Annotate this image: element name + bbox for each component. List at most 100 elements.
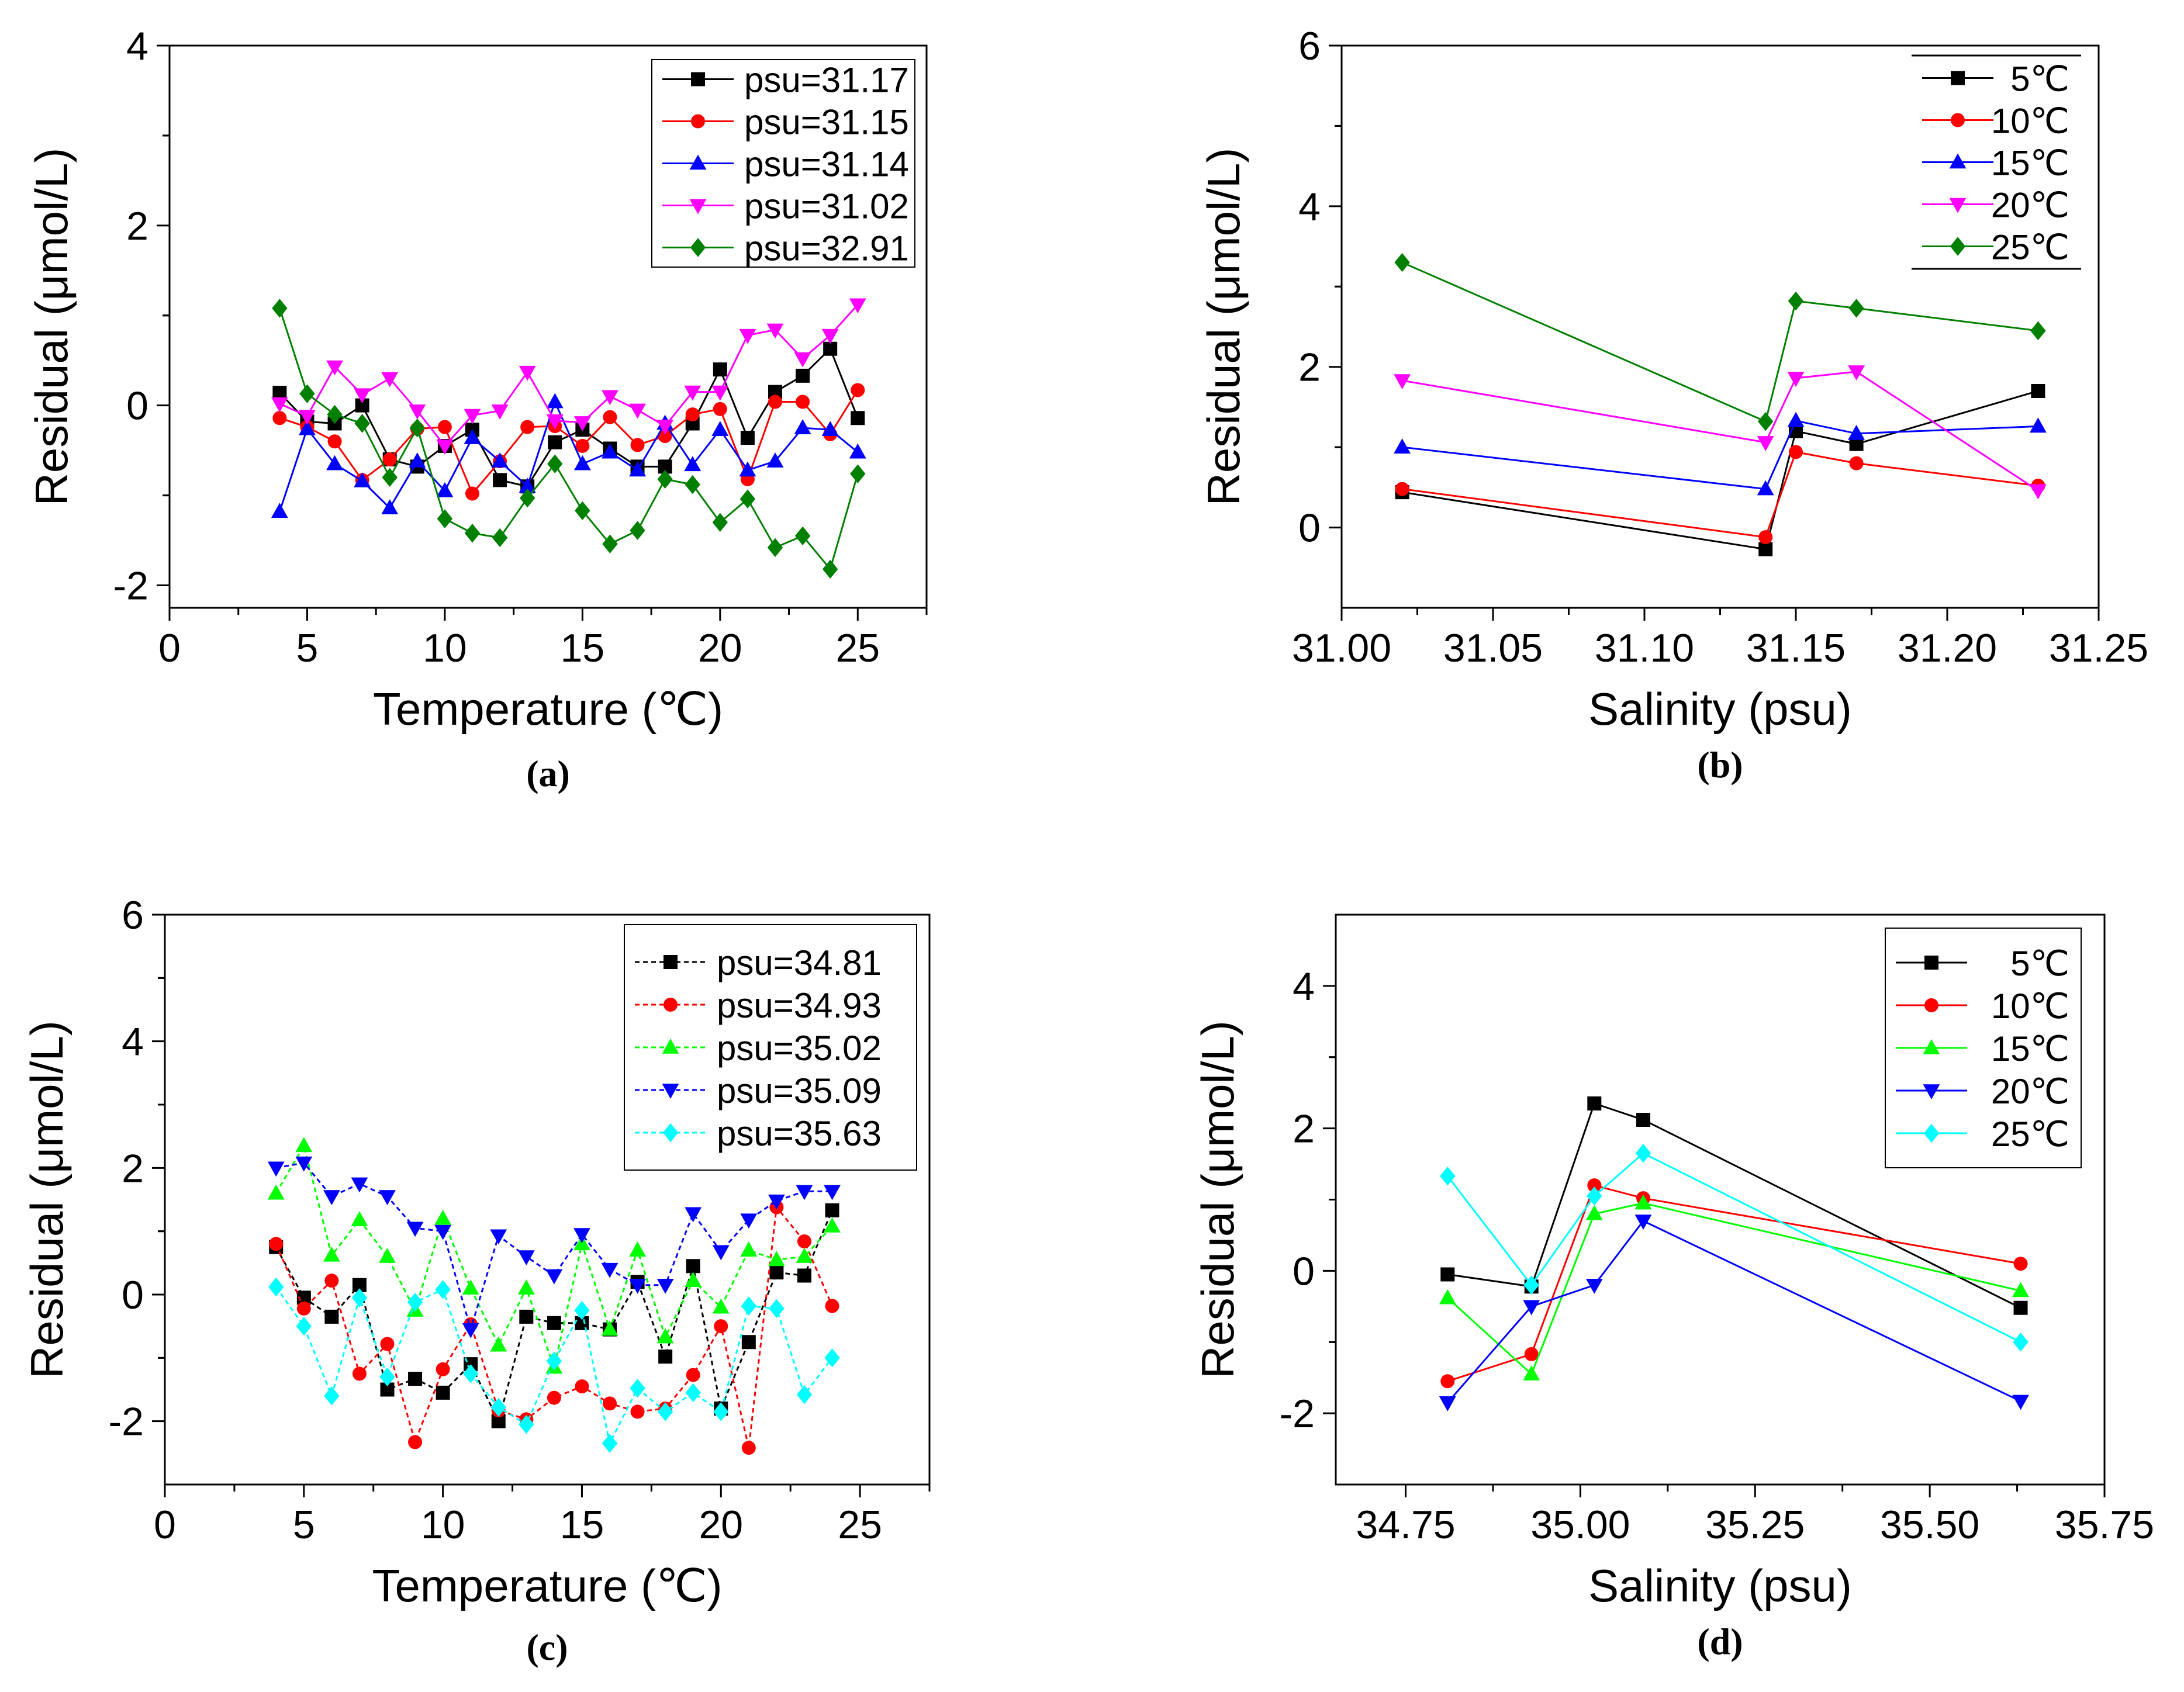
data-point xyxy=(1524,1347,1539,1361)
data-point xyxy=(323,1246,340,1262)
legend-marker xyxy=(1924,956,1938,970)
x-axis-label: Temperature (℃) xyxy=(373,683,723,735)
data-point xyxy=(2030,484,2047,500)
data-point xyxy=(658,429,672,444)
data-point xyxy=(850,464,866,483)
data-point xyxy=(299,410,316,425)
series-4 xyxy=(1440,1144,2029,1352)
data-point xyxy=(739,461,756,477)
x-tick-label: 31.15 xyxy=(1746,626,1846,670)
x-axis-label: Salinity (psu) xyxy=(1588,1560,1852,1611)
data-point xyxy=(796,395,810,409)
data-point xyxy=(657,469,673,489)
data-point xyxy=(327,404,343,424)
data-point xyxy=(768,385,782,399)
data-point xyxy=(272,411,287,425)
data-point xyxy=(1395,482,1409,496)
data-point xyxy=(797,1268,811,1283)
y-tick-label: 6 xyxy=(1298,24,1321,68)
panel-caption: (c) xyxy=(526,1627,568,1668)
data-point xyxy=(269,1237,284,1251)
data-point xyxy=(299,420,316,435)
data-point xyxy=(1394,252,1410,272)
data-point xyxy=(794,526,811,546)
data-point xyxy=(794,419,811,434)
x-tick-label: 15 xyxy=(561,626,605,670)
data-point xyxy=(1757,436,1774,451)
series-line xyxy=(278,399,859,512)
series-3 xyxy=(267,1156,841,1338)
data-point xyxy=(351,1211,368,1226)
data-point xyxy=(796,1248,813,1263)
data-point xyxy=(712,513,728,532)
data-point xyxy=(519,1309,534,1324)
data-point xyxy=(520,420,535,434)
data-point xyxy=(1758,411,1774,431)
legend-marker xyxy=(689,154,707,170)
y-tick-label: 4 xyxy=(122,1020,144,1064)
data-point xyxy=(546,1351,562,1371)
x-tick-label: 35.75 xyxy=(2055,1503,2154,1547)
data-point xyxy=(351,1177,368,1193)
x-tick-label: 5 xyxy=(296,626,319,670)
legend-label: 25℃ xyxy=(1991,228,2069,267)
y-tick-label: 2 xyxy=(122,1146,144,1191)
data-point xyxy=(1440,1267,1455,1282)
data-point xyxy=(491,1414,506,1428)
data-point xyxy=(684,385,701,401)
data-point xyxy=(685,475,700,494)
data-point xyxy=(656,420,674,435)
data-point xyxy=(686,1259,700,1274)
y-tick-label: -2 xyxy=(109,1400,144,1444)
data-point xyxy=(382,468,398,487)
data-point xyxy=(464,409,481,424)
data-point xyxy=(629,1278,646,1294)
data-point xyxy=(1849,456,1864,470)
data-point xyxy=(324,1274,339,1288)
data-point xyxy=(1587,1178,1602,1193)
data-point xyxy=(822,559,838,579)
y-tick-label: 2 xyxy=(1298,345,1321,390)
data-point xyxy=(849,298,866,314)
data-point xyxy=(824,1217,841,1233)
data-point xyxy=(295,1156,313,1172)
series-3 xyxy=(1394,365,2047,500)
data-point xyxy=(326,360,343,376)
data-point xyxy=(825,1299,839,1313)
data-point xyxy=(824,1348,840,1368)
data-point xyxy=(849,443,866,459)
data-point xyxy=(658,459,672,474)
legend-label: 15℃ xyxy=(1991,1029,2069,1068)
data-point xyxy=(713,402,727,416)
x-tick-label: 5 xyxy=(293,1503,315,1547)
series-2 xyxy=(1439,1194,2029,1380)
data-point xyxy=(824,1185,841,1200)
data-point xyxy=(436,1385,450,1400)
data-point xyxy=(1585,1205,1603,1220)
data-point xyxy=(379,1190,396,1206)
data-point xyxy=(490,1336,507,1352)
data-point xyxy=(517,1250,535,1265)
data-point xyxy=(547,454,563,473)
data-point xyxy=(601,1320,618,1336)
data-point xyxy=(1848,299,1864,318)
series-line xyxy=(278,307,859,571)
y-axis-label: Residual (μmol/L) xyxy=(26,148,77,506)
data-point xyxy=(546,414,564,430)
x-tick-label: 35.25 xyxy=(1705,1503,1805,1547)
data-point xyxy=(574,1300,590,1320)
data-point xyxy=(1849,437,1864,451)
chart-panel-d: 34.75 35.00 35.25 35.50 35.75 -2 0 2 4 Salinity (… xyxy=(1192,914,2154,1662)
data-point xyxy=(1787,372,1805,387)
x-tick-label: 10 xyxy=(421,1503,465,1547)
data-point xyxy=(713,1402,729,1421)
data-point xyxy=(1439,1289,1456,1305)
data-point xyxy=(437,420,452,434)
data-point xyxy=(1523,1365,1540,1380)
x-tick-label: 10 xyxy=(423,626,467,670)
data-point xyxy=(1787,411,1805,427)
data-point xyxy=(740,1241,758,1257)
data-point xyxy=(794,352,811,368)
data-point xyxy=(796,1385,813,1404)
data-point xyxy=(354,414,370,433)
